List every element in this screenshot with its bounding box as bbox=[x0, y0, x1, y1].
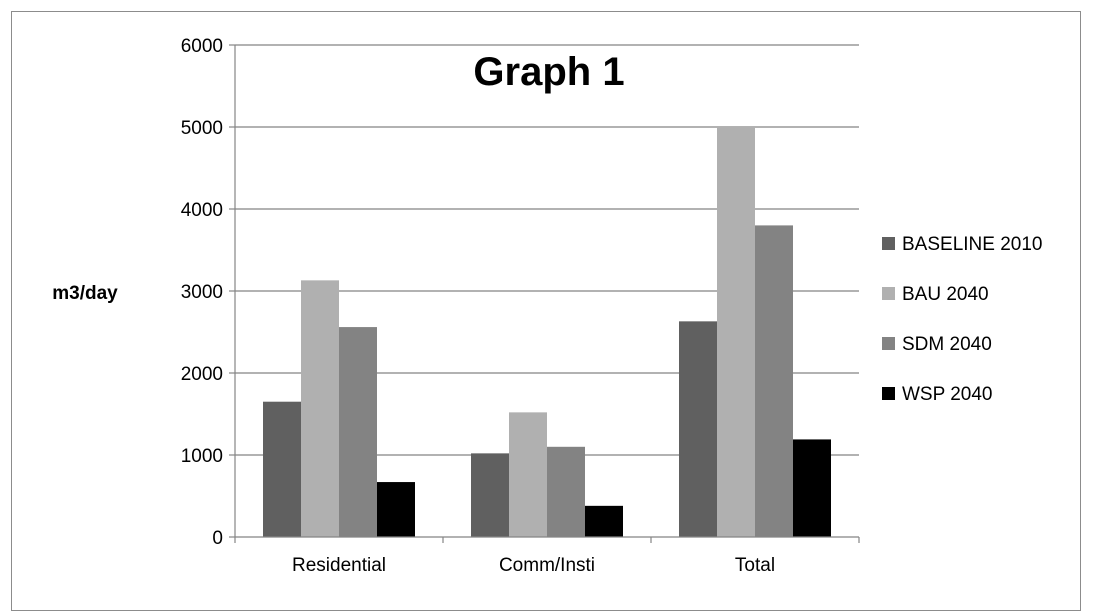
legend-swatch bbox=[882, 287, 895, 300]
bar-baseline-2010-total bbox=[679, 321, 717, 537]
x-tick-labels: Residential Comm/Insti Total bbox=[292, 555, 775, 576]
chart-frame: 0 1000 2000 3000 4000 5000 6000 Residential Com… bbox=[11, 11, 1081, 611]
bar-bau-2040-residential bbox=[301, 280, 339, 537]
bar-sdm-2040-comm-insti bbox=[547, 446, 585, 537]
y-tick-label: 6000 bbox=[181, 36, 223, 57]
bar-wsp-2040-total bbox=[793, 439, 831, 537]
legend-label: WSP 2040 bbox=[902, 384, 992, 405]
bar-bau-2040-total bbox=[717, 127, 755, 537]
y-tick-label: 4000 bbox=[181, 200, 223, 221]
legend-swatch bbox=[882, 237, 895, 250]
y-axis-label: m3/day bbox=[52, 283, 118, 304]
bar-bau-2040-comm-insti bbox=[509, 412, 547, 537]
bar-sdm-2040-total bbox=[755, 225, 793, 537]
bars bbox=[263, 127, 831, 537]
bar-sdm-2040-residential bbox=[339, 327, 377, 537]
legend-swatch bbox=[882, 337, 895, 350]
bar-chart: 0 1000 2000 3000 4000 5000 6000 Residential Com… bbox=[52, 36, 1042, 576]
bar-wsp-2040-comm-insti bbox=[585, 505, 623, 537]
x-tick-label: Comm/Insti bbox=[499, 555, 595, 576]
bar-baseline-2010-comm-insti bbox=[471, 453, 509, 537]
y-tick-label: 2000 bbox=[181, 364, 223, 385]
legend-label: SDM 2040 bbox=[902, 334, 992, 355]
y-tick-label: 3000 bbox=[181, 282, 223, 303]
y-tick-label: 0 bbox=[212, 528, 223, 549]
x-tick-label: Residential bbox=[292, 555, 386, 576]
legend-label: BAU 2040 bbox=[902, 284, 989, 305]
axes bbox=[229, 44, 860, 543]
bar-wsp-2040-residential bbox=[377, 482, 415, 537]
y-tick-labels: 0 1000 2000 3000 4000 5000 6000 bbox=[181, 36, 223, 549]
legend-label: BASELINE 2010 bbox=[902, 234, 1042, 255]
y-tick-label: 1000 bbox=[181, 446, 223, 467]
bar-baseline-2010-residential bbox=[263, 401, 301, 537]
chart-title: Graph 1 bbox=[473, 50, 624, 94]
legend-swatch bbox=[882, 387, 895, 400]
y-tick-label: 5000 bbox=[181, 118, 223, 139]
x-tick-label: Total bbox=[735, 555, 775, 576]
legend: BASELINE 2010 BAU 2040 SDM 2040 WSP 2040 bbox=[882, 234, 1042, 405]
